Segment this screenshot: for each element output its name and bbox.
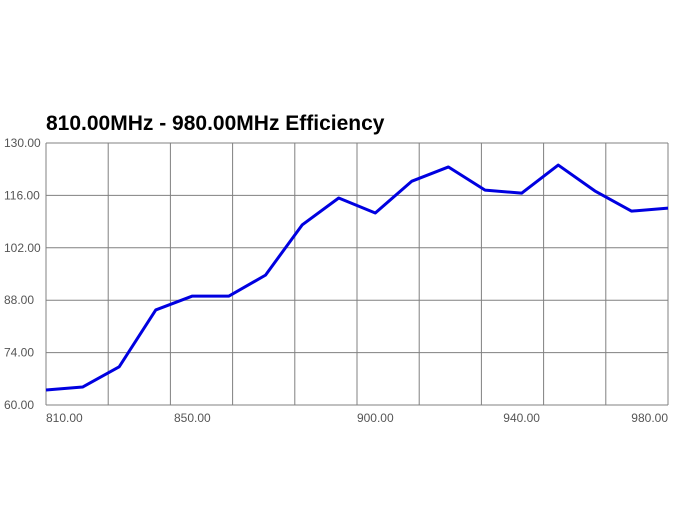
y-tick-label: 60.00 [4,398,34,412]
y-tick-label: 130.00 [4,136,41,150]
x-tick-label: 980.00 [631,411,668,425]
chart-title: 810.00MHz - 980.00MHz Efficiency [46,112,385,135]
y-tick-label: 88.00 [4,293,34,307]
x-tick-label: 850.00 [174,411,211,425]
x-tick-label: 940.00 [503,411,540,425]
x-tick-label: 810.00 [46,411,83,425]
y-tick-label: 74.00 [4,346,34,360]
y-tick-label: 102.00 [4,241,41,255]
x-tick-label: 900.00 [357,411,394,425]
y-tick-label: 116.00 [4,188,40,202]
data-line [45,163,669,392]
